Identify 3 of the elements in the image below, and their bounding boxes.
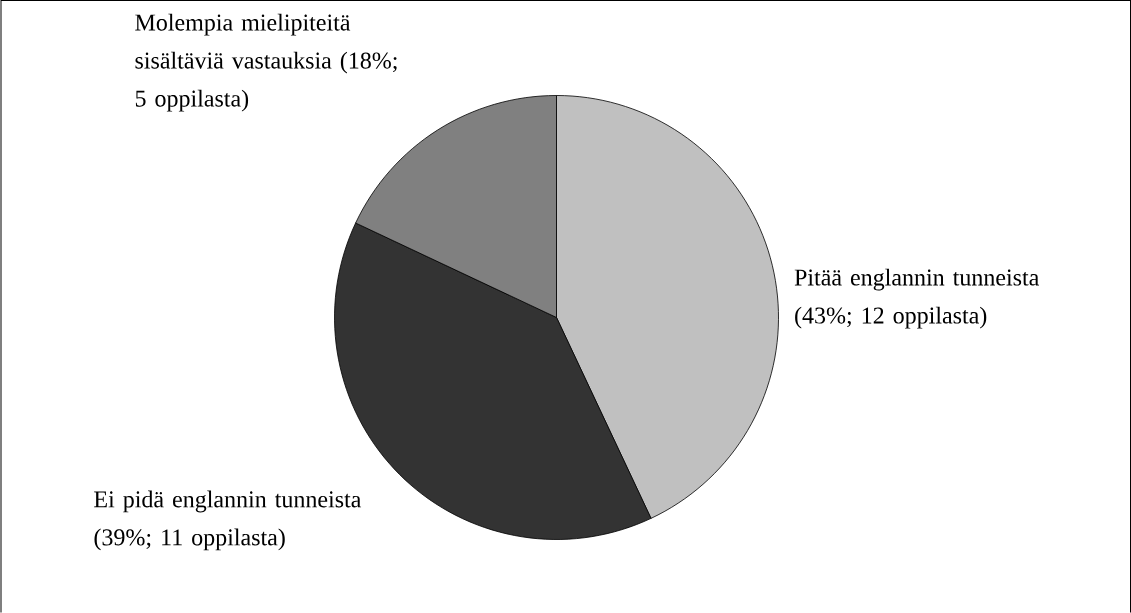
slice-label: Pitää englannin tunneista (43%; 12 oppilasta) — [794, 268, 1039, 329]
slice-label: Ei pidä englannin tunneista (39%; 11 oppilasta) — [94, 490, 362, 551]
slice-label: Molempia mielipiteitä sisältäviä vastauksia (18%; 5 oppilasta) — [135, 13, 397, 112]
